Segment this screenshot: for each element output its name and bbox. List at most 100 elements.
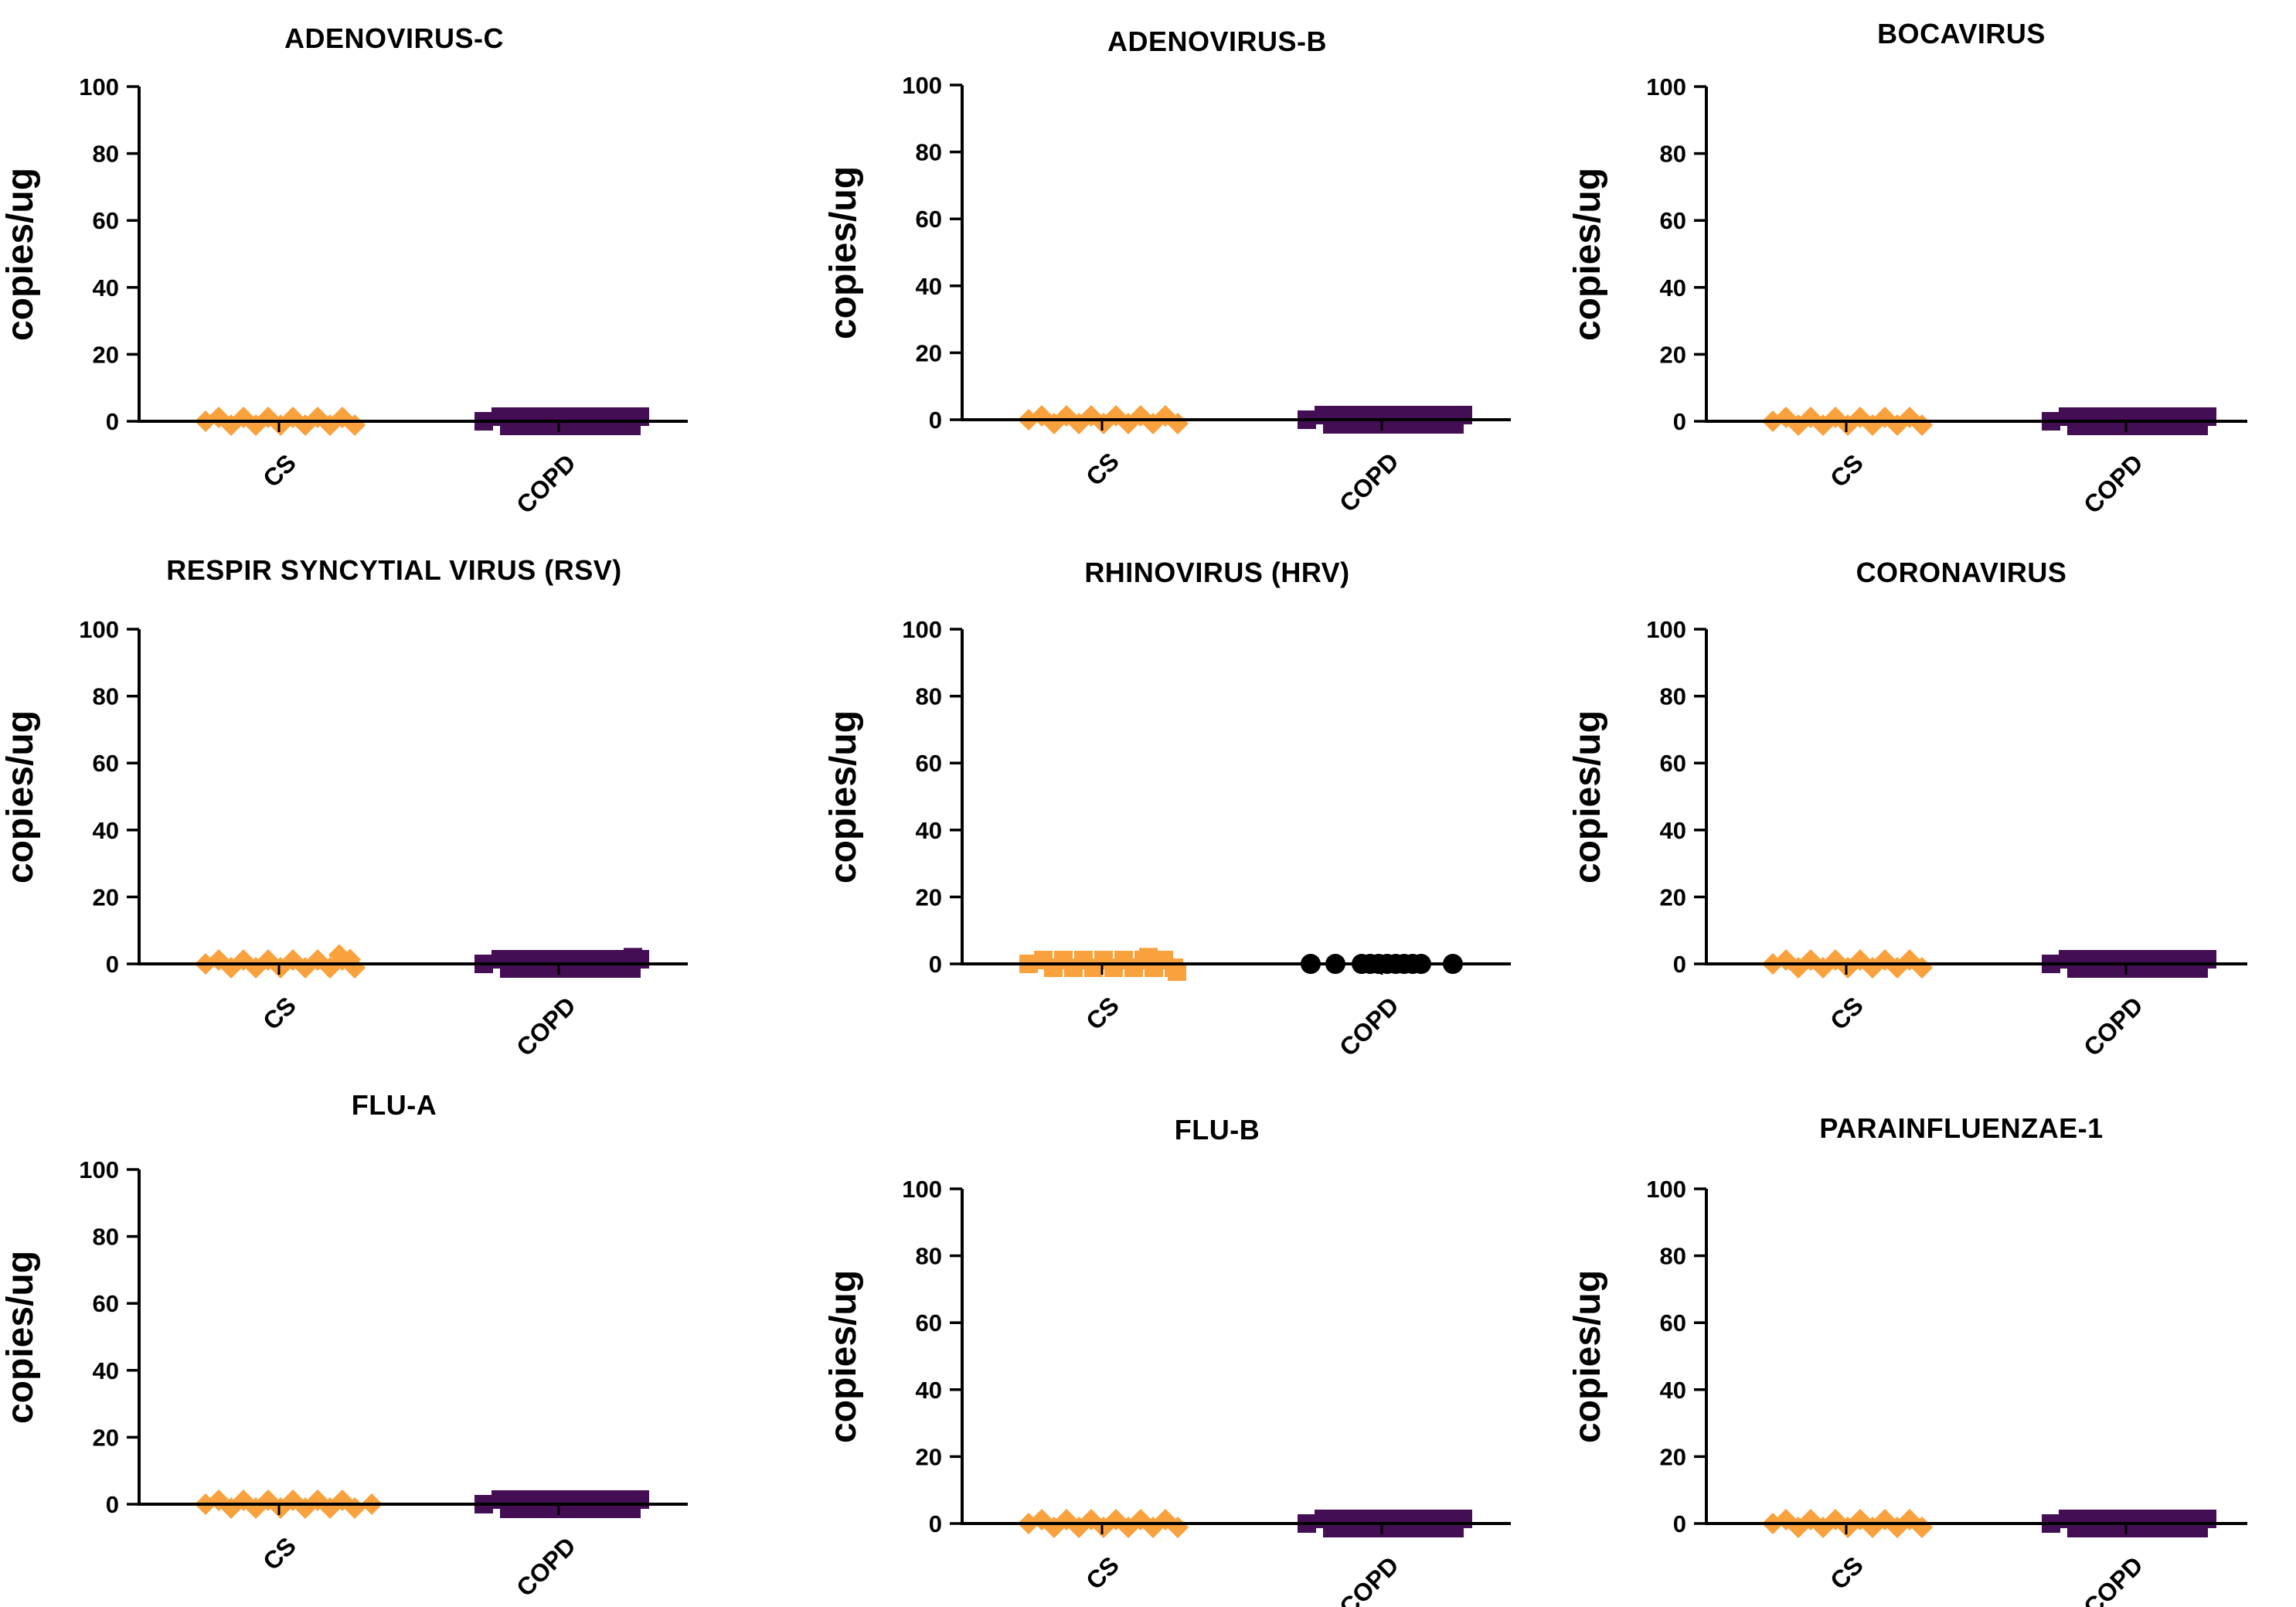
chart-canvas: 0 20 40 60 80 100 copies/ug CS COPD CORONAVIRUS (1567, 557, 2247, 1061)
y-tick-label: 80 (93, 683, 119, 710)
y-tick-label: 0 (929, 407, 942, 434)
y-tick-label: 40 (1660, 1377, 1686, 1404)
y-tick-label: 80 (916, 139, 942, 166)
y-tick-label: 100 (1646, 73, 1686, 100)
x-category-label: CS (257, 991, 301, 1035)
y-tick-label: 20 (916, 1443, 942, 1470)
data-point (2198, 950, 2216, 969)
x-category-label: CS (1080, 1551, 1124, 1595)
y-tick-label: 40 (93, 274, 119, 301)
data-point (1454, 406, 1472, 424)
y-tick-label: 60 (1660, 1309, 1686, 1336)
x-category-label: COPD (1334, 991, 1404, 1061)
data-point (631, 1490, 649, 1509)
chart-flu-a: 0 20 40 60 80 100 copies/ug CS COPD FLU-A (0, 1071, 765, 1607)
y-tick-label: 100 (79, 616, 119, 643)
chart-title: ADENOVIRUS-C (284, 22, 504, 54)
chart-canvas: 0 20 40 60 80 100 copies/ug CS COPD BOCAVIRUS (1567, 18, 2247, 519)
chart-title: BOCAVIRUS (1877, 18, 2046, 49)
y-tick-label: 60 (1660, 207, 1686, 234)
y-axis-label: copies/ug (823, 710, 864, 884)
chart-canvas: 0 20 40 60 80 100 copies/ug CS COPD PARAINFLUENZA… (1567, 1112, 2247, 1607)
y-tick-label: 0 (106, 1491, 119, 1518)
chart-flu-b: 0 20 40 60 80 100 copies/ug CS COPD FLU-B (765, 1071, 1530, 1607)
y-axis-label: copies/ug (1567, 1270, 1608, 1443)
x-category-label: COPD (511, 991, 581, 1061)
y-tick-label: 40 (1660, 817, 1686, 844)
x-category-label: CS (1825, 1551, 1869, 1595)
data-point (2198, 1510, 2216, 1528)
y-axis-label: copies/ug (1567, 710, 1608, 884)
y-tick-label: 20 (93, 884, 119, 911)
y-tick-label: 100 (79, 1156, 119, 1183)
y-tick-label: 0 (106, 951, 119, 978)
chart-parainfluenzae-1: 0 20 40 60 80 100 copies/ug CS COPD PARAINFLUENZA… (1531, 1071, 2296, 1607)
chart-title: FLU-B (1175, 1114, 1260, 1146)
y-tick-label: 60 (1660, 750, 1686, 777)
y-tick-label: 80 (93, 141, 119, 168)
y-tick-label: 100 (902, 1176, 942, 1203)
y-tick-label: 100 (79, 73, 119, 100)
y-tick-label: 20 (93, 341, 119, 368)
y-tick-label: 100 (1646, 1176, 1686, 1203)
y-tick-label: 20 (916, 339, 942, 366)
chart-adenovirus-c: 0 20 40 60 80 100 copies/ug CS COPD ADENOVIRUS-C (0, 0, 765, 536)
chart-title: RHINOVIRUS (HRV) (1084, 557, 1349, 588)
chart-title: RESPIR SYNCYTIAL VIRUS (RSV) (166, 554, 621, 586)
y-tick-label: 40 (93, 817, 119, 844)
chart-canvas: 0 20 40 60 80 100 copies/ug CS COPD ADENOVIRUS-B (823, 26, 1511, 517)
y-tick-label: 20 (1660, 341, 1686, 368)
y-tick-label: 20 (1660, 884, 1686, 911)
chart-title: PARAINFLUENZAE-1 (1819, 1112, 2103, 1144)
y-tick-label: 60 (916, 206, 942, 233)
y-tick-label: 60 (93, 207, 119, 234)
x-category-label: COPD (511, 448, 581, 519)
y-tick-label: 60 (916, 750, 942, 777)
series-cs (1019, 948, 1186, 981)
y-tick-label: 0 (1673, 1510, 1686, 1537)
y-tick-label: 100 (902, 72, 942, 99)
x-category-label: COPD (2078, 1551, 2148, 1607)
y-tick-label: 80 (1660, 141, 1686, 168)
data-point (339, 948, 361, 971)
y-tick-label: 0 (1673, 951, 1686, 978)
y-tick-label: 0 (1673, 408, 1686, 435)
y-axis-label: copies/ug (0, 710, 41, 884)
chart-canvas: 0 20 40 60 80 100 copies/ug CS COPD RESPIR SYNCYT… (0, 554, 688, 1061)
y-tick-label: 20 (1660, 1443, 1686, 1470)
chart-coronavirus: 0 20 40 60 80 100 copies/ug CS COPD CORONAVIRUS (1531, 536, 2296, 1071)
y-axis-label: copies/ug (0, 168, 41, 341)
y-tick-label: 40 (916, 1377, 942, 1404)
chart-bocavirus: 0 20 40 60 80 100 copies/ug CS COPD BOCAVIRUS (1531, 0, 2296, 536)
y-tick-label: 20 (916, 884, 942, 911)
y-axis-label: copies/ug (823, 166, 864, 339)
x-category-label: CS (257, 1531, 301, 1575)
x-category-label: CS (1080, 991, 1124, 1035)
chart-title: CORONAVIRUS (1856, 557, 2067, 588)
chart-adenovirus-b: 0 20 40 60 80 100 copies/ug CS COPD ADENOVIRUS-B (765, 0, 1530, 536)
x-category-label: CS (1825, 991, 1869, 1035)
x-category-label: COPD (1334, 447, 1404, 517)
y-tick-label: 60 (93, 750, 119, 777)
data-point (328, 944, 350, 966)
y-tick-label: 80 (1660, 1243, 1686, 1270)
data-point (2198, 407, 2216, 426)
y-tick-label: 100 (1646, 616, 1686, 643)
chart-rhinovirus: 0 20 40 60 80 100 copies/ug CS COPD RHINOVIRUS (H… (765, 536, 1530, 1071)
chart-title: ADENOVIRUS-B (1107, 26, 1327, 57)
chart-canvas: 0 20 40 60 80 100 copies/ug CS COPD RHINOVIRUS (H… (823, 557, 1511, 1061)
chart-canvas: 0 20 40 60 80 100 copies/ug CS COPD ADENOVIRUS-C (0, 22, 688, 519)
y-axis-label: copies/ug (1567, 168, 1608, 341)
y-tick-label: 0 (106, 408, 119, 435)
y-tick-label: 80 (93, 1224, 119, 1251)
y-tick-label: 100 (902, 616, 942, 643)
y-tick-label: 60 (916, 1309, 942, 1336)
chart-canvas: 0 20 40 60 80 100 copies/ug CS COPD FLU-A (0, 1089, 688, 1602)
x-category-label: COPD (1334, 1551, 1404, 1607)
x-category-label: COPD (2078, 991, 2148, 1061)
y-axis-label: copies/ug (823, 1270, 864, 1443)
y-tick-label: 80 (916, 1243, 942, 1270)
y-tick-label: 0 (929, 951, 942, 978)
chart-rsv: 0 20 40 60 80 100 copies/ug CS COPD RESPIR SYNCYT… (0, 536, 765, 1071)
